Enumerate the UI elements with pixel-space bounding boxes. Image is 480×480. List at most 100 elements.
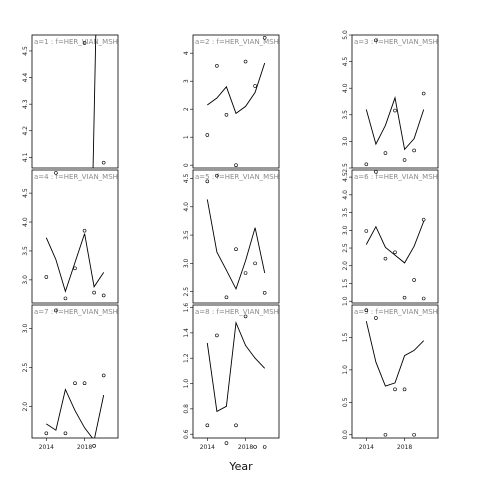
data-point xyxy=(421,217,426,222)
data-point xyxy=(54,171,58,175)
data-point xyxy=(215,64,219,68)
data-point xyxy=(364,162,369,167)
data-point xyxy=(383,151,388,155)
data-point xyxy=(234,163,238,167)
data-point xyxy=(393,108,397,113)
x-tick-label: 2014 xyxy=(39,444,54,451)
y-tick-label: 3 xyxy=(183,79,190,83)
data-point xyxy=(73,381,77,386)
y-tick-label: 2.5 xyxy=(342,243,349,253)
data-point xyxy=(92,444,96,448)
panel-8: a=6 : f=HER_VIAN_MSHA 1.0 1.5 2.0 2.5 3.0 3.5 4… xyxy=(342,169,443,306)
y-tick-label: 2.5 xyxy=(342,163,349,173)
panel-frame xyxy=(31,304,119,439)
y-tick-label: 0.5 xyxy=(342,397,349,407)
data-point xyxy=(253,445,257,449)
data-point xyxy=(205,179,210,184)
data-point xyxy=(374,316,378,320)
data-point xyxy=(262,35,267,40)
panel-frame xyxy=(192,169,280,304)
y-tick-label: 4.4 xyxy=(22,73,29,83)
y-tick-label: 2.0 xyxy=(22,402,29,412)
x-tick-label: 2018 xyxy=(238,444,253,451)
data-point xyxy=(402,295,407,300)
data-point xyxy=(92,290,96,295)
y-tick-label: 2.5 xyxy=(183,287,190,297)
data-point xyxy=(402,387,407,392)
panel-frame xyxy=(192,34,280,169)
data-point xyxy=(101,160,106,165)
panel-title: a=7 : f=HER_VIAN_MSHA xyxy=(34,308,123,316)
y-tick-label: 1.2 xyxy=(183,353,190,363)
panel-title: a=5 : f=HER_VIAN_MSHA xyxy=(195,173,284,181)
panel-6: a=8 : f=HER_VIAN_MSHA 0.6 0.8 1.0 1.2 1.4 1.6 2… xyxy=(183,303,280,451)
data-point xyxy=(82,41,87,45)
y-tick-label: 5.0 xyxy=(342,30,349,40)
panel-5: a=5 : f=HER_VIAN_MSHA 2.5 3.0 3.5 4.0 4.5 xyxy=(183,169,284,304)
y-tick-label: 1.4 xyxy=(183,328,190,338)
y-tick-label: 2 xyxy=(183,107,190,111)
y-tick-label: 2.0 xyxy=(342,261,349,271)
data-point xyxy=(205,423,210,428)
data-point xyxy=(224,295,229,300)
panel-7: a=3 : f=HER_VIAN_MSHA 2.5 3.0 3.5 4.0 4.5 5.0 xyxy=(342,30,443,173)
data-point xyxy=(44,275,49,279)
data-point xyxy=(44,431,49,436)
data-point xyxy=(63,296,68,301)
data-point xyxy=(383,432,388,437)
y-tick-label: 3.5 xyxy=(183,230,190,240)
panel-title: a=4 : f=HER_VIAN_MSHA xyxy=(34,173,123,181)
data-point xyxy=(374,38,378,43)
panel-frame xyxy=(31,169,119,304)
data-point xyxy=(234,247,238,252)
data-point xyxy=(82,381,87,386)
panel-1: a=1 : f=HER_VIAN_MSHA 4.1 4.2 4.3 4.4 4.5 xyxy=(22,34,119,169)
data-point xyxy=(215,173,219,178)
series-line xyxy=(46,388,105,438)
data-point xyxy=(243,314,248,319)
series-line xyxy=(45,233,105,293)
data-point xyxy=(243,59,248,64)
data-point xyxy=(205,133,210,137)
y-tick-label: 4.5 xyxy=(342,57,349,67)
data-point xyxy=(393,250,397,255)
data-point xyxy=(82,228,87,233)
data-point xyxy=(412,148,416,153)
panel-frame xyxy=(31,34,119,169)
y-tick-label: 4.5 xyxy=(183,174,190,184)
data-point xyxy=(234,423,238,428)
data-point xyxy=(101,373,106,378)
x-tick-label: 2018 xyxy=(397,444,412,451)
y-tick-label: 3.0 xyxy=(22,275,29,285)
y-tick-label: 4.1 xyxy=(22,152,29,162)
y-tick-label: 1.0 xyxy=(342,296,349,306)
y-tick-label: 4.0 xyxy=(342,190,349,200)
panel-title: a=6 : f=HER_VIAN_MSHA xyxy=(354,173,443,181)
y-tick-label: 4 xyxy=(183,51,190,55)
y-tick-label: 0.0 xyxy=(342,430,349,440)
y-tick-label: 3.5 xyxy=(22,246,29,256)
data-point xyxy=(215,333,219,338)
data-point xyxy=(224,113,229,117)
panel-title: a=9 : f=HER_VIAN_MSHA xyxy=(354,308,443,316)
y-tick-label: 1.0 xyxy=(342,365,349,375)
x-axis-title: Year xyxy=(228,460,253,473)
data-point xyxy=(262,291,267,295)
data-point xyxy=(253,84,257,88)
data-point xyxy=(412,432,416,437)
data-point xyxy=(364,308,369,312)
panel-frame xyxy=(351,34,439,169)
y-tick-label: 3.0 xyxy=(183,258,190,268)
series-line xyxy=(206,320,266,413)
data-point xyxy=(374,169,378,174)
y-tick-label: 1.6 xyxy=(183,303,190,313)
y-tick-label: 4.3 xyxy=(22,99,29,109)
data-point xyxy=(262,445,267,449)
series-line xyxy=(365,221,425,264)
panel-title: a=3 : f=HER_VIAN_MSHA xyxy=(354,38,443,46)
y-tick-label: 3.5 xyxy=(342,208,349,218)
y-tick-label: 3.0 xyxy=(342,225,349,235)
data-point xyxy=(54,308,58,313)
data-point xyxy=(364,229,369,233)
